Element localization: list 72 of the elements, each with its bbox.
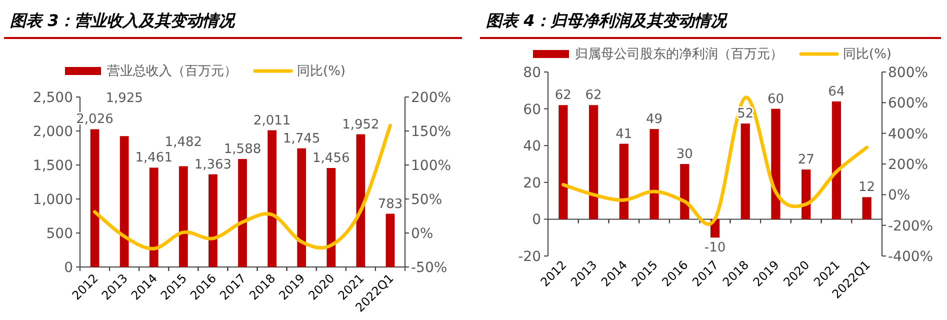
y2-tick-label: 400% xyxy=(888,126,928,142)
legend-label: 同比(%) xyxy=(297,64,346,79)
data-label: 41 xyxy=(616,126,632,142)
data-label: 1,745 xyxy=(282,131,320,146)
bar xyxy=(356,134,366,267)
y2-tick-label: 150% xyxy=(411,124,452,140)
y2-tick-label: -50% xyxy=(411,260,448,276)
y2-tick-label: 100% xyxy=(411,158,452,174)
y2-tick-label: 800% xyxy=(888,65,928,81)
data-label: 12 xyxy=(858,180,876,196)
bar xyxy=(178,166,188,267)
legend-label: 归属母公司股东的净利润（百万元） xyxy=(575,47,783,62)
y-tick-label: 2,500 xyxy=(32,90,73,106)
bar xyxy=(862,197,872,220)
y-tick-label: 60 xyxy=(523,102,541,118)
bar xyxy=(558,105,568,220)
data-label: -10 xyxy=(704,240,726,256)
data-label: 1,363 xyxy=(194,157,232,172)
y-tick-label: 20 xyxy=(523,175,541,192)
y2-tick-label: 50% xyxy=(411,192,442,208)
data-label: 49 xyxy=(646,112,663,128)
data-label: 62 xyxy=(585,88,602,104)
bar xyxy=(238,159,247,267)
data-label: 27 xyxy=(798,152,814,168)
y-tick-label: 0 xyxy=(532,212,541,228)
bar xyxy=(650,129,659,220)
data-label: 64 xyxy=(828,84,845,100)
legend-label: 营业总收入（百万元） xyxy=(107,64,237,79)
bar xyxy=(619,144,628,220)
bar xyxy=(386,214,395,267)
y-tick-label: 1,500 xyxy=(32,158,73,174)
chart-title: 图表 3：营业收入及其变动情况 xyxy=(10,11,237,30)
bar xyxy=(120,136,129,267)
data-label: 1,952 xyxy=(342,117,380,132)
y-tick-label: 1,000 xyxy=(32,192,73,208)
data-label: 783 xyxy=(378,196,403,212)
y2-tick-label: -200% xyxy=(888,218,934,234)
y-tick-label: 80 xyxy=(523,65,541,81)
data-label: 1,588 xyxy=(224,142,262,158)
data-label: 2,011 xyxy=(253,113,291,128)
data-label: 1,925 xyxy=(106,91,143,106)
bar xyxy=(208,174,218,267)
y2-tick-label: 200% xyxy=(411,90,452,106)
data-label: 60 xyxy=(767,92,784,107)
bar xyxy=(326,168,336,267)
data-label: 1,461 xyxy=(135,150,172,166)
data-label: 62 xyxy=(554,88,572,104)
bar xyxy=(771,108,780,220)
y2-tick-label: 0% xyxy=(411,226,434,242)
y-tick-label: 500 xyxy=(46,226,73,242)
y2-tick-label: 600% xyxy=(888,96,928,112)
bar xyxy=(680,164,690,220)
y-tick-label: 40 xyxy=(523,138,541,155)
bar xyxy=(588,105,598,220)
bar xyxy=(802,170,811,220)
y-tick-label: 0 xyxy=(64,260,73,276)
data-label: 1,482 xyxy=(164,135,202,150)
bar xyxy=(297,148,306,267)
bar xyxy=(268,130,276,267)
y2-tick-label: 200% xyxy=(888,157,928,173)
y2-tick-label: 0% xyxy=(888,188,910,204)
data-label: 1,456 xyxy=(312,150,350,166)
bar xyxy=(90,129,100,267)
legend-label: 同比(%) xyxy=(843,47,892,62)
chart-title: 图表 4：归母净利润及其变动情况 xyxy=(486,11,729,30)
y2-tick-label: -400% xyxy=(888,249,934,265)
y-tick-label: -20 xyxy=(518,249,541,265)
bar xyxy=(832,101,842,220)
data-label: 30 xyxy=(676,147,693,162)
bar xyxy=(149,168,158,267)
y-tick-label: 2,000 xyxy=(32,124,73,140)
bar xyxy=(740,124,750,220)
